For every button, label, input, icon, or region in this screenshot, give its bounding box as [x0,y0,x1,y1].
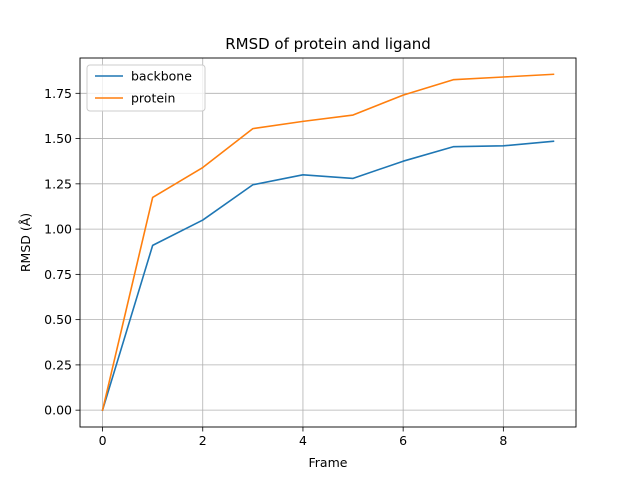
y-axis-label: RMSD (Å) [18,213,33,272]
legend: backbone protein [86,64,206,112]
y-tick-label: 0.25 [44,357,72,372]
series-layer [101,73,555,412]
grid-layer [80,58,576,427]
x-tick-label: 8 [499,433,507,448]
y-tick-label: 1.25 [44,176,72,191]
y-tick-label: 0.00 [44,403,72,418]
x-axis-label: Frame [309,455,348,470]
legend-label-backbone: backbone [131,69,192,84]
series-line-protein [101,73,555,412]
series-line-backbone [101,140,555,412]
x-tick-label: 2 [199,433,207,448]
ticks-layer: 0 2 4 6 8 0.00 0.25 0.50 0.75 1.00 1.25 1.50 1.75 [44,86,507,448]
plot-area-frame [79,57,577,428]
y-tick-label: 0.50 [44,312,72,327]
legend-label-protein: protein [131,91,175,106]
chart-title: RMSD of protein and ligand [225,35,431,53]
y-tick-label: 1.00 [44,222,72,237]
y-tick-label: 1.50 [44,131,72,146]
x-tick-label: 0 [99,433,107,448]
x-tick-label: 6 [399,433,407,448]
x-tick-label: 4 [299,433,307,448]
y-tick-label: 0.75 [44,267,72,282]
y-tick-label: 1.75 [44,86,72,101]
